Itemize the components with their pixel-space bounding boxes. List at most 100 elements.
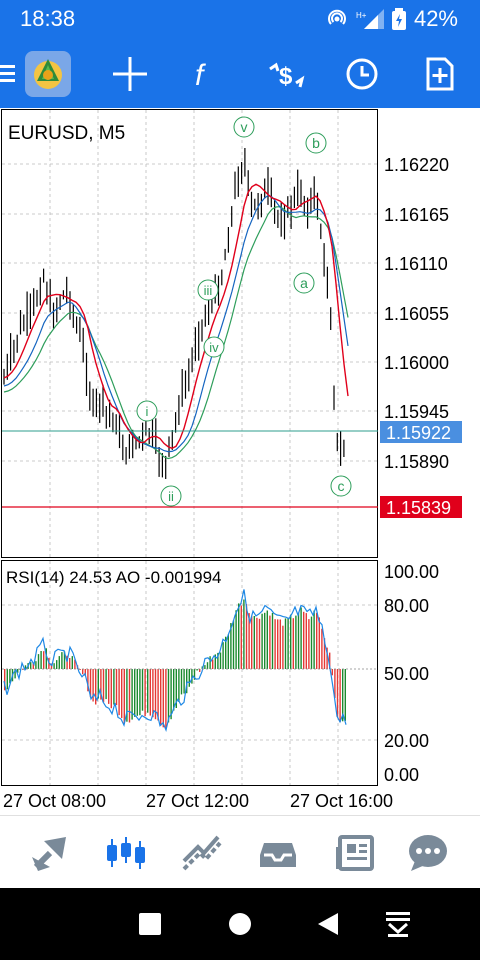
wave-label-i[interactable]: i [136,400,158,422]
chart-area[interactable]: EURUSD, M5 RSI(14) 24.53 AO -0.001994 1.… [0,108,480,815]
ao-bar [238,603,240,669]
ma-blue-line [3,194,349,453]
ao-bar [191,669,193,684]
ao-bar [79,669,81,670]
crosshair-icon[interactable] [106,50,154,98]
symbol-title: EURUSD, M5 [8,123,125,144]
status-time: 18:38 [20,6,76,31]
ao-bar [305,613,307,669]
news-icon[interactable] [332,831,376,875]
ao-bar [253,616,255,669]
candlesticks [3,148,345,479]
ao-bar [248,613,250,669]
ao-bar [136,669,138,716]
ao-bar [157,669,159,721]
ao-bar [154,669,157,720]
ao-bar [134,669,136,717]
ao-bar [323,638,326,669]
ao-bar [193,669,196,680]
price-label: 1.16165 [384,205,449,225]
ao-bar [212,659,214,669]
signal-icon: H+ [356,9,384,29]
ao-bar [292,618,294,669]
ao-bar [199,669,201,672]
ao-bar [58,656,60,669]
time-label: 27 Oct 16:00 [290,791,393,811]
ao-bar [170,669,172,720]
price-label: 1.16220 [384,155,449,175]
ao-bar [303,611,305,669]
current-price: 1.15922 [386,423,451,443]
indicators-icon[interactable]: f [182,50,230,98]
ao-bar [9,669,11,684]
ao-bar [344,669,346,721]
ao-bar [82,669,84,675]
ao-bar [100,669,102,700]
ao-bar [149,669,151,716]
wave-label-iii[interactable]: iii [197,279,219,301]
wave-label-c[interactable]: c [330,475,352,497]
quotes-icon[interactable] [28,831,72,875]
menu-icon[interactable] [0,50,20,98]
notification-shade-icon[interactable] [378,908,418,940]
ao-bar [230,623,232,669]
ao-bar [300,607,302,669]
wave-label-v[interactable]: v [233,116,255,138]
svg-text:c: c [338,478,345,494]
status-bar: 18:38 H+ 42% [0,0,480,40]
svg-text:ii: ii [168,489,174,504]
indicator-frame [1,560,378,786]
objects-icon[interactable]: $ [262,50,310,98]
rsi-level-label: 50.00 [384,664,429,684]
ao-bar [251,616,253,669]
svg-text:b: b [312,135,320,151]
ao-bar [308,619,310,669]
chat-icon[interactable] [406,831,450,875]
ao-bar [17,669,19,673]
ao-bar [37,654,40,669]
trade-icon[interactable] [180,831,224,875]
ao-bar [35,661,37,669]
home-icon[interactable] [220,908,260,940]
price-label: 1.16055 [384,304,449,324]
ao-bar [178,669,180,702]
back-icon[interactable] [308,908,348,940]
chart-icon[interactable] [104,831,148,875]
ao-bar [196,669,198,671]
ao-bar [144,669,146,717]
svg-text:f: f [195,59,206,91]
recents-icon[interactable] [130,908,170,940]
wave-label-ii[interactable]: ii [160,485,182,507]
hotspot-icon [328,9,346,25]
ao-bar [282,625,284,669]
ao-bar [186,669,188,694]
ao-bar [295,615,297,669]
wave-label-b[interactable]: b [305,132,327,154]
timeframe-icon[interactable] [338,50,386,98]
new-order-icon[interactable] [416,50,464,98]
wave-label-a[interactable]: a [293,272,315,294]
price-label: 1.16000 [384,353,449,373]
ao-bar [269,615,271,669]
ao-bar [131,669,133,720]
ao-bar [167,669,170,723]
app-logo[interactable] [24,50,72,98]
ao-bar [274,619,276,669]
ao-bar [71,656,73,669]
ao-bar [290,614,292,669]
ao-bar [277,619,279,669]
history-icon[interactable] [256,831,300,875]
ao-bar [147,669,149,713]
ao-histogram [4,599,346,730]
price-label: 1.15945 [384,402,449,422]
rsi-axis: 100.00 80.00 50.00 20.00 0.00 [384,562,439,785]
wave-label-iv[interactable]: iv [203,336,225,358]
chart-canvas[interactable]: EURUSD, M5 RSI(14) 24.53 AO -0.001994 1.… [0,108,480,815]
time-axis: 27 Oct 08:00 27 Oct 12:00 27 Oct 16:00 [3,791,393,811]
ao-bar [321,628,323,669]
ao-bar [89,669,92,698]
ao-bar [87,669,89,692]
rsi-level-label: 0.00 [384,765,419,785]
ao-bar [287,617,289,669]
ao-bar [310,616,313,669]
